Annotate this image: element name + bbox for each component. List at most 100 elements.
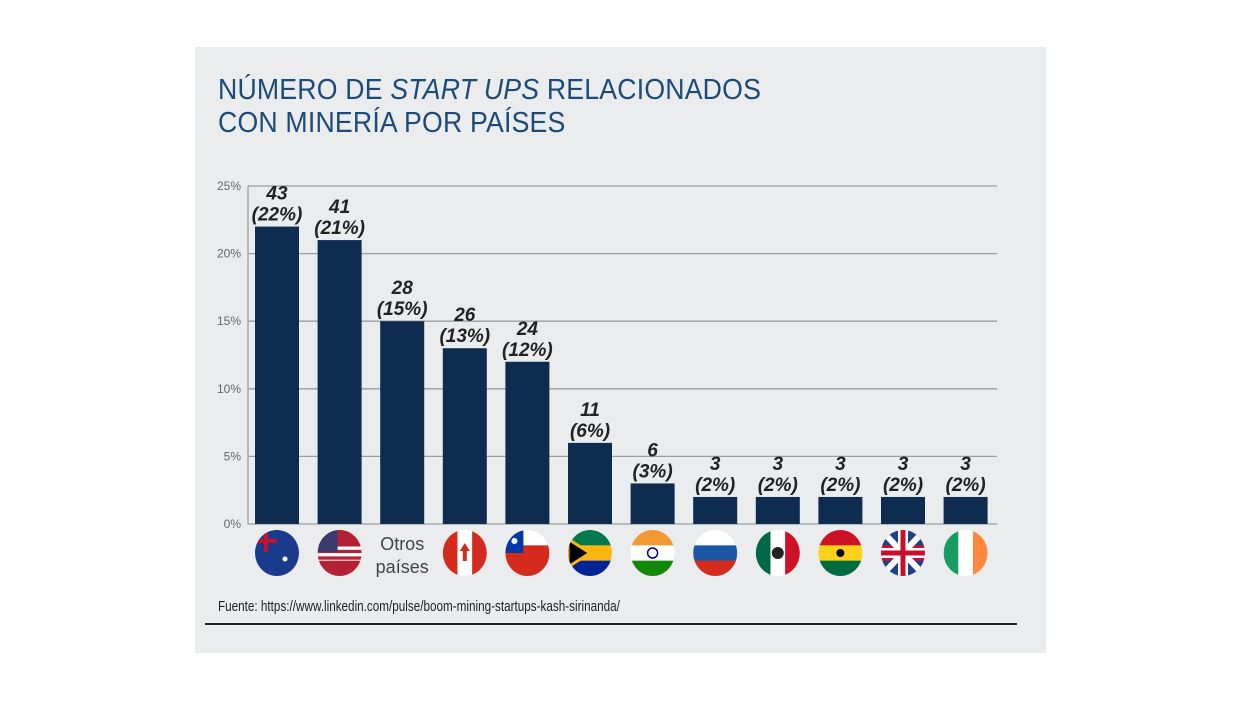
flag-stripe [630,530,675,546]
flag-stripe [472,530,487,576]
bar [630,483,675,524]
data-label-percent: (2%) [758,475,798,496]
data-label-percent: (21%) [314,218,365,239]
category-label-line2: países [376,557,429,577]
flag-star [836,549,845,557]
y-tick-label: 10% [217,382,241,396]
flag-stripe [568,560,612,576]
data-label-percent: (12%) [502,340,553,361]
flag-stripes [693,530,738,576]
flag-icon-rusia [693,530,738,576]
source-note: Fuente: https://www.linkedin.com/pulse/b… [218,598,620,615]
category-label-line1: Otros [380,534,424,554]
flag-stripe [943,530,959,576]
flag-icon-estados-unidos [317,530,362,576]
data-label-percent: (13%) [439,326,490,347]
flag-star [282,556,288,562]
title-part: NÚMERO DE [218,74,391,106]
flag-stripe [255,560,299,576]
y-tick-label: 5% [224,449,242,463]
chakra [646,547,659,559]
flag-stripe [972,530,988,576]
bar [943,496,988,524]
flag-stripe [317,530,362,534]
bar [317,240,362,524]
divider [205,623,1017,625]
data-label-percent: (22%) [252,205,303,226]
flag-stripe [755,530,771,576]
flag-icon-canadá [442,530,487,576]
title-part: RELACIONADOS [539,74,762,106]
y-tick-label: 0% [224,517,242,531]
bar [755,496,800,524]
bar [568,442,612,524]
data-label-count: 28 [391,278,414,299]
data-label-percent: (2%) [946,475,986,496]
data-label-count: 3 [960,454,971,475]
flag-stripes [630,530,675,576]
flag-stripe [693,530,738,546]
data-label-percent: (2%) [820,475,860,496]
data-label-count: 43 [265,184,288,205]
data-label-count: 24 [516,319,539,340]
flag-stripe [785,530,800,576]
flag-icon-chile [505,530,550,576]
data-label-count: 26 [453,305,476,326]
flag-stripe [958,530,974,576]
flag-stripe [693,545,738,562]
flag-icon-australia [255,530,299,576]
flag-stripes [943,530,988,576]
y-tick-label: 25% [217,179,241,193]
flag-stripe [630,545,675,562]
data-label-count: 6 [647,440,658,461]
flag-canton [317,530,338,552]
bar [442,348,487,524]
flag-icon-ghana [818,530,863,576]
flag-stripe [317,556,362,560]
flag-stripes [255,530,299,576]
flag-icon-méxico [755,530,800,576]
flag-icon-india [630,530,675,576]
flag-stripes [442,530,487,576]
bar [881,496,925,524]
flag-stripe [630,560,675,576]
flag-star [511,538,518,544]
data-label-count: 3 [835,454,846,475]
title-line-2: CON MINERÍA POR PAÍSES [218,107,566,139]
data-label-count: 3 [773,454,784,475]
emblem [771,547,784,559]
title-italic-part: START UPS [390,74,540,106]
flag-stripes [881,530,925,576]
bar [505,361,550,524]
maple-leaf [459,543,470,561]
flag-stripe [442,530,458,576]
flag-stripe [317,549,362,554]
flag-stripe [568,530,612,546]
data-label-percent: (2%) [883,475,923,496]
flag-stripe [317,563,362,567]
flag-triangle [568,536,593,570]
flag-stripe [317,569,362,573]
flag-stripe [818,530,863,546]
bar [818,496,863,524]
flag-stripes [755,530,800,576]
y-tick-label: 15% [217,314,241,328]
flag-stripe [317,543,362,547]
y-tick-label: 20% [217,247,241,261]
flag-stripes [317,530,362,576]
flag-cross [881,530,925,576]
flag-icon-sudáfrica [568,530,612,576]
flag-stripes [818,530,863,576]
flag-icon-irlanda [943,530,988,576]
flag-stripe [317,536,362,540]
data-label-percent: (15%) [377,299,428,320]
flag-stripe [818,560,863,576]
data-label-percent: (3%) [633,461,673,482]
flag-cross [255,530,277,552]
data-label-count: 11 [580,400,600,421]
data-label-percent: (2%) [695,475,735,496]
flag-stripe [505,560,550,576]
flag-stripes [568,530,612,576]
flag-icon-reino-unido [881,530,925,576]
